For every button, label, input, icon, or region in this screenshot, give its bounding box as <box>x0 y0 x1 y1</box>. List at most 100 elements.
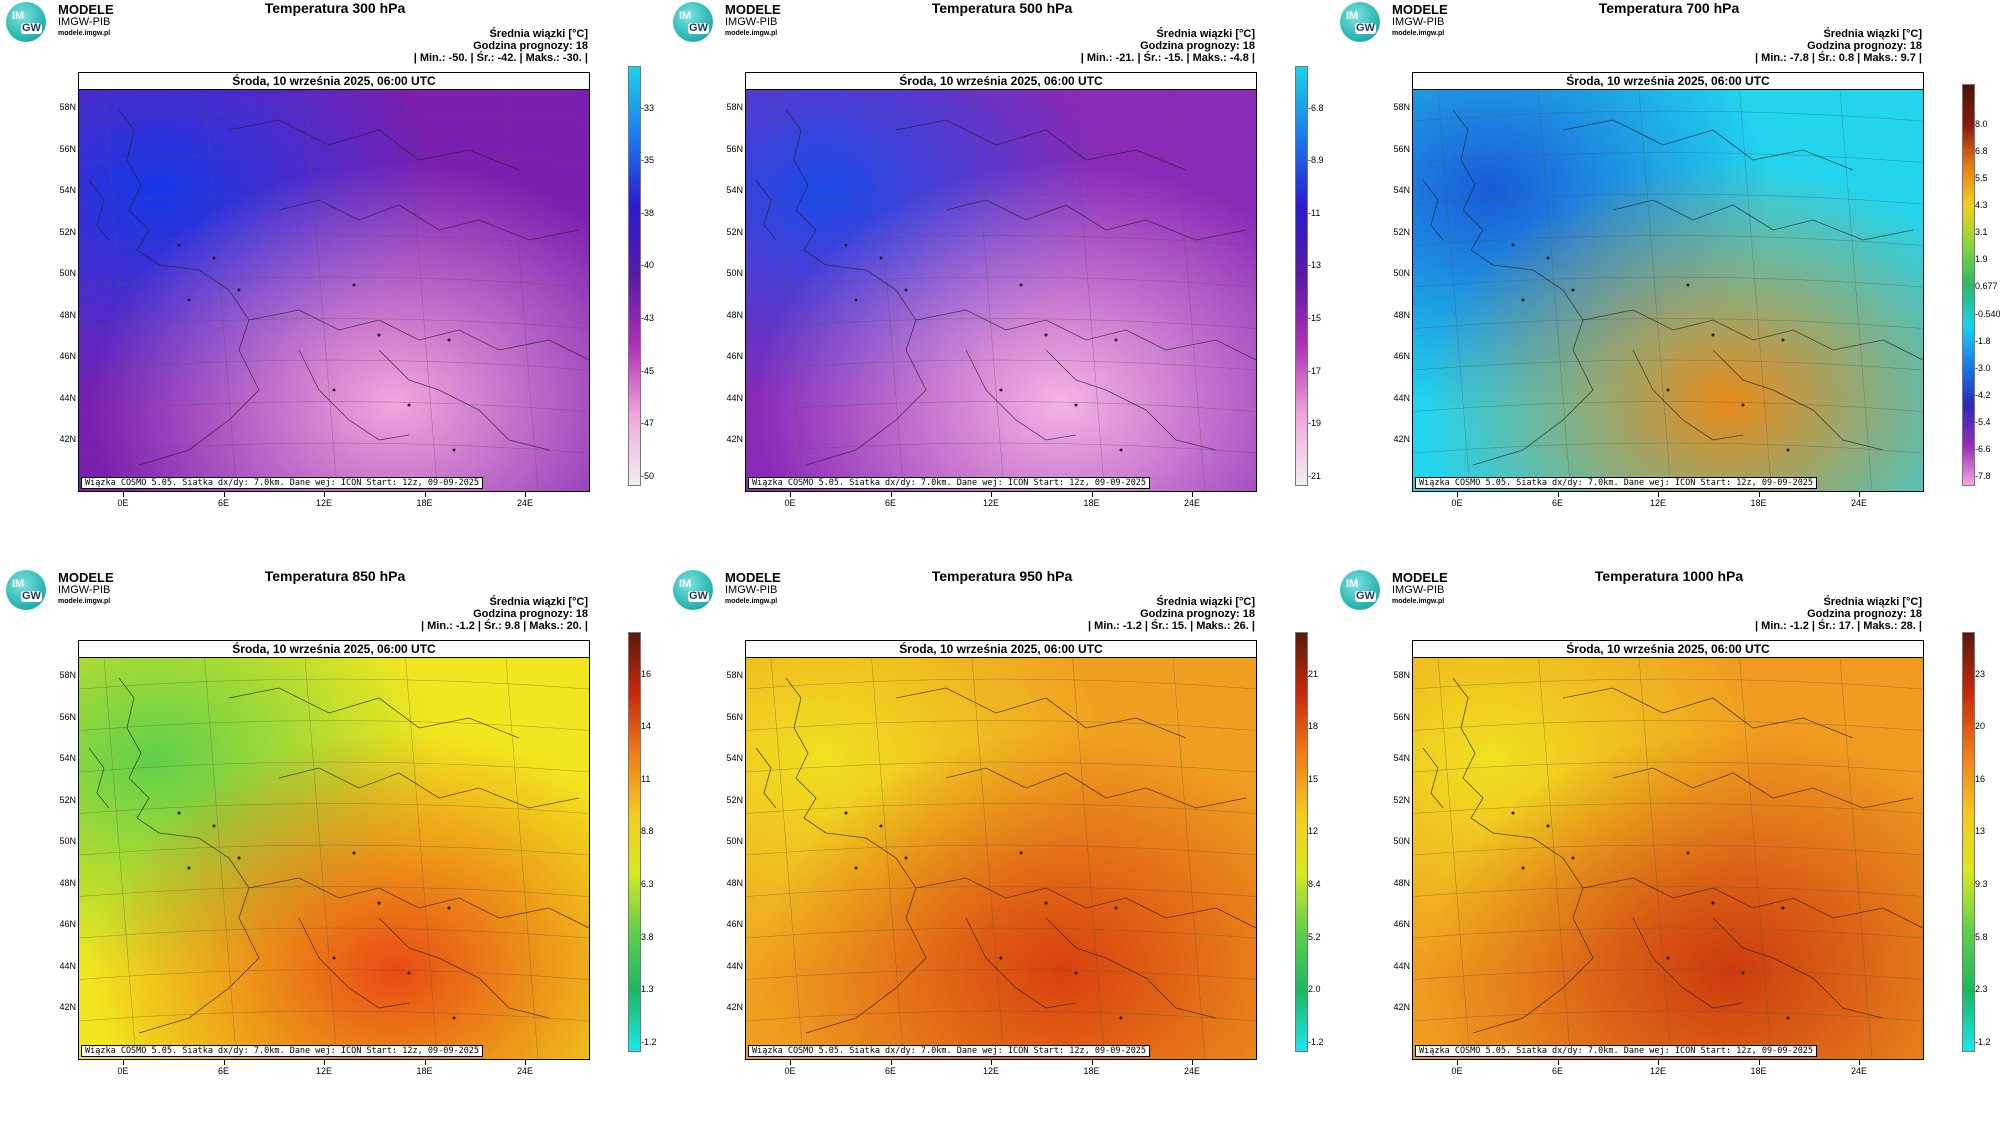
logo-text: MODELE IMGW-PIB modele.imgw.pl <box>725 2 781 40</box>
latitude-label: 50N <box>59 268 76 278</box>
latitude-label: 58N <box>1393 670 1410 680</box>
latitude-label: 56N <box>59 711 76 722</box>
longitude-tick <box>324 1060 325 1065</box>
longitude-axis: 0E 6E 12E 18E 24E <box>78 492 588 512</box>
longitude-axis: 0E 6E 12E 18E 24E <box>78 1060 588 1080</box>
latitude-axis: 58N 56N 54N 52N 50N 48N 46N 44N 42N <box>44 72 78 490</box>
colorbar-labels: 16 14 11 8.8 6.3 3.8 1.3 -1.2 <box>641 632 681 1050</box>
forecast-panel: IM GW MODELE IMGW-PIB modele.imgw.pl Temperat… <box>0 0 666 568</box>
panel-title: Temperatura 700 hPa <box>1598 0 1740 16</box>
logo-url: modele.imgw.pl <box>58 598 111 605</box>
date-bar: Środa, 10 września 2025, 06:00 UTC <box>746 641 1256 658</box>
colorbar-label: 8.8 <box>641 826 654 837</box>
longitude-tick <box>223 492 225 497</box>
imgw-logo: IM GW MODELE IMGW-PIB modele.imgw.pl <box>1340 570 1480 612</box>
logo-url: modele.imgw.pl <box>725 598 778 605</box>
colorbar-label: 1.3 <box>641 984 654 995</box>
forecast-hour: Godzina prognozy: 18 <box>1807 40 1922 52</box>
logo-badge-bottom: GW <box>688 590 709 602</box>
latitude-label: 44N <box>1393 392 1410 403</box>
imgw-logo: IM GW MODELE IMGW-PIB modele.imgw.pl <box>1340 2 1480 44</box>
latitude-label: 42N <box>1393 434 1410 444</box>
longitude-tick <box>1457 1060 1458 1065</box>
date-bar: Środa, 10 września 2025, 06:00 UTC <box>746 73 1256 90</box>
longitude-tick <box>1658 492 1659 497</box>
longitude-label: 6E <box>884 498 897 508</box>
colorbar-label: -45 <box>641 365 655 376</box>
latitude-label: 44N <box>726 960 743 971</box>
colorbar-label: 8.0 <box>1975 119 1988 129</box>
mean-label: Średnia wiązki [°C] <box>1823 596 1922 608</box>
longitude-tick <box>790 492 791 497</box>
temperature-field <box>746 90 1256 491</box>
longitude-label: 12E <box>315 498 333 508</box>
latitude-label: 46N <box>59 919 76 929</box>
logo-name: MODELE <box>725 2 781 17</box>
latitude-label: 46N <box>726 919 743 929</box>
colorbar-label: 9.3 <box>1975 878 1988 889</box>
latitude-label: 54N <box>726 185 743 195</box>
mean-label: Średnia wiązki [°C] <box>489 28 588 40</box>
latitude-label: 52N <box>726 794 743 805</box>
colorbar-label: -1.2 <box>1975 1036 1991 1047</box>
logo-badge: IM GW <box>1340 570 1380 610</box>
longitude-label: 6E <box>217 1066 230 1076</box>
longitude-label: 24E <box>1850 1066 1868 1076</box>
latitude-label: 56N <box>59 143 76 154</box>
longitude-tick <box>1091 492 1093 497</box>
map-frame: Środa, 10 września 2025, 06:00 UTC Wiązka… <box>745 72 1257 492</box>
longitude-label: 12E <box>315 1066 333 1076</box>
longitude-tick <box>1658 1060 1659 1065</box>
colorbar-label: 14 <box>641 721 652 732</box>
latitude-label: 52N <box>726 226 743 237</box>
colorbar-label: -15 <box>1308 312 1322 323</box>
stats-line: | Min.: -1.2 | Śr.: 9.8 | Maks.: 20. | <box>421 620 588 632</box>
logo-org: IMGW-PIB <box>58 584 111 596</box>
colorbar-label: -4.2 <box>1975 389 1991 400</box>
latitude-label: 46N <box>59 351 76 361</box>
colorbar-label: 20 <box>1975 721 1986 732</box>
colorbar-label: -1.2 <box>641 1036 657 1047</box>
latitude-label: 42N <box>59 1002 76 1012</box>
colorbar <box>1295 66 1308 486</box>
longitude-label: 24E <box>516 1066 534 1076</box>
longitude-tick <box>790 1060 791 1065</box>
logo-name: MODELE <box>58 2 114 17</box>
longitude-label: 18E <box>1750 498 1767 508</box>
date-bar: Środa, 10 września 2025, 06:00 UTC <box>79 641 589 658</box>
imgw-logo: IM GW MODELE IMGW-PIB modele.imgw.pl <box>673 570 813 612</box>
colorbar-label: -50 <box>641 470 655 481</box>
logo-text: MODELE IMGW-PIB modele.imgw.pl <box>1392 3 1448 40</box>
latitude-label: 54N <box>726 753 743 763</box>
colorbar-labels: -33 -35 -38 -40 -43 -45 -47 -50 <box>641 66 681 484</box>
colorbar-label: -40 <box>641 260 655 271</box>
logo-badge-top: IM <box>1346 578 1359 590</box>
latitude-label: 50N <box>726 268 743 278</box>
map-frame: Środa, 10 września 2025, 06:00 UTC Wiązka… <box>78 640 590 1060</box>
mean-label: Średnia wiązki [°C] <box>1156 596 1255 608</box>
colorbar-label: -5.4 <box>1975 416 1991 427</box>
colorbar-label: -8.9 <box>1308 155 1324 166</box>
latitude-label: 48N <box>1393 309 1410 320</box>
longitude-label: 0E <box>1451 1066 1463 1076</box>
longitude-label: 6E <box>1551 498 1564 508</box>
date-bar: Środa, 10 września 2025, 06:00 UTC <box>1413 73 1923 90</box>
colorbar-label: 16 <box>641 668 652 679</box>
map-frame: Środa, 10 września 2025, 06:00 UTC Wiązka… <box>1412 640 1924 1060</box>
colorbar-labels: 23 20 16 13 9.3 5.8 2.3 -1.2 <box>1975 632 2000 1050</box>
logo-org: IMGW-PIB <box>725 16 778 28</box>
latitude-label: 58N <box>726 102 743 112</box>
longitude-label: 6E <box>884 1066 897 1076</box>
colorbar-label: 5.2 <box>1308 931 1321 942</box>
logo-badge-bottom: GW <box>688 22 709 34</box>
longitude-label: 0E <box>1451 498 1463 508</box>
colorbar-label: 4.3 <box>1975 200 1988 211</box>
logo-badge-top: IM <box>1346 10 1359 22</box>
latitude-label: 56N <box>1393 711 1410 722</box>
latitude-label: 58N <box>59 102 76 112</box>
latitude-label: 48N <box>1393 877 1410 888</box>
colorbar-label: 8.4 <box>1308 878 1321 889</box>
colorbar-label: 11 <box>641 773 651 784</box>
imgw-logo: IM GW MODELE IMGW-PIB modele.imgw.pl <box>673 2 813 44</box>
forecast-panel: IM GW MODELE IMGW-PIB modele.imgw.pl Temperat… <box>1334 568 2000 1136</box>
